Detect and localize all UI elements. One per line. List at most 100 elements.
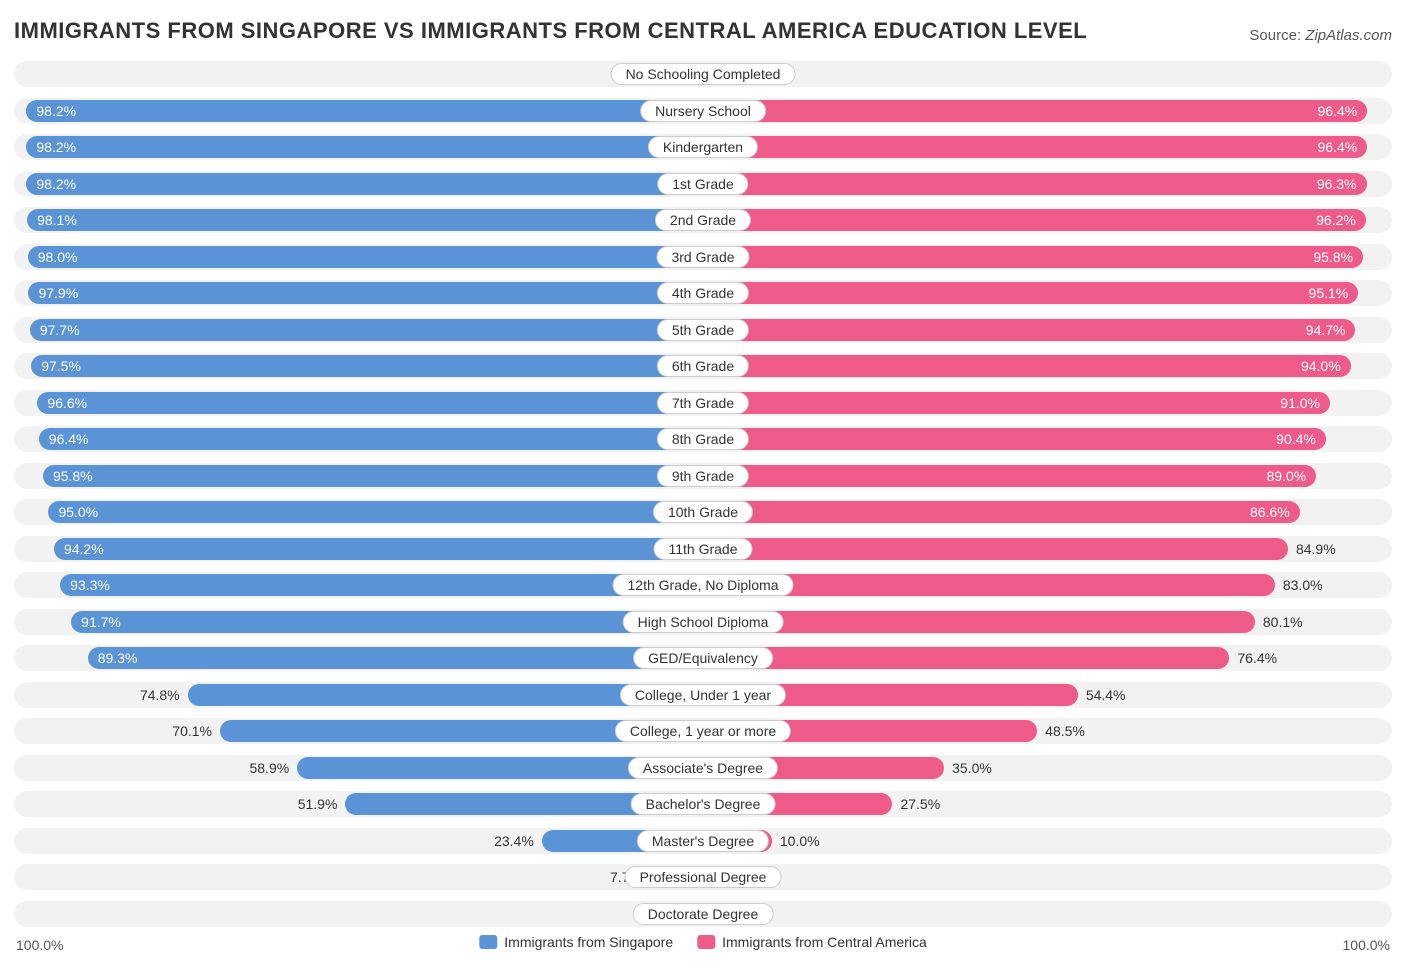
value-right: 96.4% [1318,131,1368,163]
bar-right [703,465,1316,487]
value-right: 95.8% [1313,241,1363,273]
track-right [703,864,1392,890]
category-label: Bachelor's Degree [631,793,776,815]
value-right: 54.4% [1078,679,1126,711]
bar-left [26,136,703,158]
chart-row: 51.9%27.5%Bachelor's Degree [14,788,1392,820]
category-label: Kindergarten [648,136,758,158]
value-left: 58.9% [249,752,297,784]
chart-row: 97.7%94.7%5th Grade [14,314,1392,346]
chart-row: 1.8%3.6%No Schooling Completed [14,58,1392,90]
category-label: 7th Grade [657,392,749,414]
bar-left [37,392,703,414]
category-label: 8th Grade [657,428,749,450]
value-right: 10.0% [772,825,820,857]
category-label: GED/Equivalency [633,647,773,669]
axis-row: 100.0% Immigrants from Singapore Immigra… [14,934,1392,960]
value-right: 95.1% [1309,277,1359,309]
category-label: 2nd Grade [655,209,751,231]
category-label: College, Under 1 year [620,684,786,706]
bar-left [28,246,703,268]
value-left: 96.6% [37,387,87,419]
track-left [14,864,703,890]
chart-row: 98.2% 96.3% 1st Grade [14,168,1392,200]
source-attribution: Source: ZipAtlas.com [1249,27,1392,44]
category-label: 3rd Grade [656,246,749,268]
bar-right [703,428,1326,450]
legend-swatch-left [479,935,497,949]
value-left: 98.2% [26,95,76,127]
chart-row: 98.1%96.2%2nd Grade [14,204,1392,236]
value-left: 97.9% [28,277,78,309]
bar-left [48,501,703,523]
source-label: Source: [1249,27,1305,44]
category-label: Professional Degree [625,866,782,888]
chart-row: 97.5%94.0%6th Grade [14,350,1392,382]
bar-right [703,392,1330,414]
category-label: High School Diploma [623,611,784,633]
chart-row: 74.8% 54.4% College, Under 1 year [14,679,1392,711]
value-right: 35.0% [944,752,992,784]
bar-right [703,501,1300,523]
value-right: 94.7% [1306,314,1356,346]
value-left: 98.0% [28,241,78,273]
value-left: 98.1% [27,204,77,236]
chart-row: 98.2%96.4%Kindergarten [14,131,1392,163]
bar-left [28,282,703,304]
chart-row: 95.8% 89.0% 9th Grade [14,460,1392,492]
category-label: 1st Grade [657,173,748,195]
chart-row: 7.7%2.9%Professional Degree [14,861,1392,893]
value-right: 89.0% [1267,460,1317,492]
legend-item-left: Immigrants from Singapore [479,934,673,950]
bar-right [703,209,1366,231]
bar-left [54,538,703,560]
value-left: 93.3% [60,569,110,601]
bar-left [43,465,703,487]
bar-right [703,319,1355,341]
value-left: 94.2% [54,533,104,565]
value-left: 51.9% [298,788,346,820]
axis-max-right: 100.0% [1343,937,1390,953]
bar-left [26,173,703,195]
value-left: 74.8% [140,679,188,711]
legend-label-right: Immigrants from Central America [722,934,927,950]
chart-row: 3.7%1.2%Doctorate Degree [14,898,1392,930]
source-name: ZipAtlas.com [1305,27,1392,44]
chart-row: 96.4%90.4%8th Grade [14,423,1392,455]
chart-row: 96.6%91.0%7th Grade [14,387,1392,419]
bar-left [39,428,703,450]
category-label: 11th Grade [653,538,752,560]
chart-row: 93.3%83.0%12th Grade, No Diploma [14,569,1392,601]
value-left: 96.4% [39,423,89,455]
value-left: 97.7% [30,314,80,346]
bar-right [703,355,1351,377]
legend-swatch-right [697,935,715,949]
value-left: 98.2% [26,168,76,200]
category-label: 12th Grade, No Diploma [613,574,794,596]
bar-right [703,538,1288,560]
bar-right [703,611,1255,633]
chart-row: 94.2%84.9%11th Grade [14,533,1392,565]
legend-label-left: Immigrants from Singapore [504,934,673,950]
value-right: 94.0% [1301,350,1351,382]
axis-max-left: 100.0% [16,937,63,953]
chart-row: 91.7%80.1%High School Diploma [14,606,1392,638]
chart-row: 95.0%86.6%10th Grade [14,496,1392,528]
category-label: No Schooling Completed [611,63,796,85]
value-right: 86.6% [1250,496,1300,528]
chart-row: 97.9% 95.1% 4th Grade [14,277,1392,309]
category-label: 4th Grade [657,282,749,304]
category-label: 9th Grade [657,465,749,487]
category-label: Doctorate Degree [633,903,774,925]
value-left: 95.0% [48,496,98,528]
bar-left [31,355,703,377]
value-left: 95.8% [43,460,93,492]
chart-row: 58.9%35.0%Associate's Degree [14,752,1392,784]
value-right: 96.4% [1318,95,1368,127]
header: IMMIGRANTS FROM SINGAPORE VS IMMIGRANTS … [14,18,1392,44]
value-right: 96.3% [1317,168,1367,200]
track-right [703,61,1392,87]
track-left [14,901,703,927]
track-right [703,901,1392,927]
value-right: 76.4% [1229,642,1277,674]
